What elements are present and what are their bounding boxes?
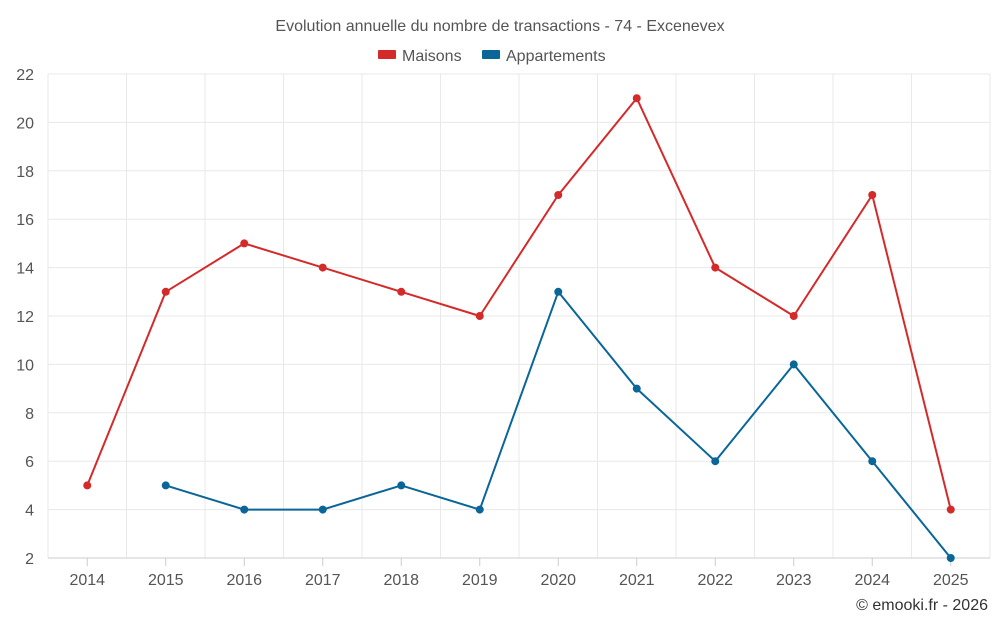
- y-tick-label: 2: [25, 551, 34, 568]
- x-tick-label: 2022: [697, 572, 733, 589]
- data-point-appartements-2018[interactable]: [397, 481, 406, 490]
- x-tick-label: 2016: [226, 572, 262, 589]
- x-tick-label: 2019: [462, 572, 498, 589]
- grid: [47, 73, 991, 558]
- x-tick-label: 2014: [69, 572, 105, 589]
- data-point-maisons-2021[interactable]: [632, 94, 641, 103]
- data-point-maisons-2017[interactable]: [318, 263, 327, 272]
- data-point-maisons-2018[interactable]: [397, 287, 406, 296]
- data-point-maisons-2025[interactable]: [946, 505, 955, 514]
- data-point-appartements-2016[interactable]: [240, 505, 249, 514]
- legend-swatch-maisons: [378, 50, 396, 59]
- x-tick-label: 2017: [305, 572, 341, 589]
- data-point-appartements-2020[interactable]: [554, 287, 563, 296]
- credit-text: © emooki.fr - 2026: [856, 597, 988, 614]
- series: [83, 94, 955, 562]
- x-tick-label: 2015: [148, 572, 184, 589]
- series-appartements: [161, 287, 955, 562]
- y-tick-label: 8: [25, 406, 34, 423]
- data-point-maisons-2022[interactable]: [711, 263, 720, 272]
- y-tick-label: 22: [16, 67, 34, 84]
- y-tick-label: 10: [16, 357, 34, 374]
- x-tick-label: 2023: [776, 572, 812, 589]
- y-tick-label: 6: [25, 454, 34, 471]
- data-point-appartements-2024[interactable]: [868, 457, 877, 466]
- data-point-maisons-2019[interactable]: [475, 312, 484, 320]
- legend-label-appartements: Appartements: [506, 48, 606, 65]
- legend-label-maisons: Maisons: [402, 48, 462, 65]
- data-point-maisons-2014[interactable]: [83, 481, 92, 490]
- x-tick-label: 2024: [854, 572, 890, 589]
- data-point-maisons-2024[interactable]: [868, 191, 877, 199]
- y-tick-label: 12: [16, 309, 34, 326]
- data-point-maisons-2016[interactable]: [240, 239, 249, 248]
- series-line-maisons: [86, 97, 952, 510]
- chart-title: Evolution annuelle du nombre de transact…: [275, 18, 724, 35]
- data-point-maisons-2023[interactable]: [789, 312, 798, 320]
- y-tick-label: 16: [16, 212, 34, 229]
- data-point-appartements-2021[interactable]: [632, 384, 641, 393]
- y-tick-label: 4: [25, 503, 34, 520]
- data-point-appartements-2025[interactable]: [946, 554, 955, 562]
- data-point-appartements-2023[interactable]: [789, 360, 798, 369]
- data-point-maisons-2020[interactable]: [554, 191, 563, 199]
- data-point-appartements-2017[interactable]: [318, 505, 327, 514]
- legend-item-maisons[interactable]: Maisons: [378, 48, 462, 65]
- data-point-appartements-2019[interactable]: [475, 505, 484, 514]
- data-point-appartements-2022[interactable]: [711, 457, 720, 466]
- series-maisons: [83, 94, 955, 514]
- legend-item-appartements[interactable]: Appartements: [482, 48, 606, 65]
- data-point-maisons-2015[interactable]: [161, 287, 170, 296]
- x-tick-label: 2020: [540, 572, 576, 589]
- y-tick-label: 20: [16, 115, 34, 132]
- x-tick-label: 2025: [933, 572, 969, 589]
- legend-swatch-appartements: [482, 50, 500, 59]
- x-tick-label: 2018: [383, 572, 419, 589]
- data-point-appartements-2015[interactable]: [161, 481, 170, 490]
- y-tick-label: 18: [16, 164, 34, 181]
- y-tick-label: 14: [16, 261, 34, 278]
- x-tick-label: 2021: [619, 572, 655, 589]
- legend: Maisons Appartements: [378, 48, 606, 65]
